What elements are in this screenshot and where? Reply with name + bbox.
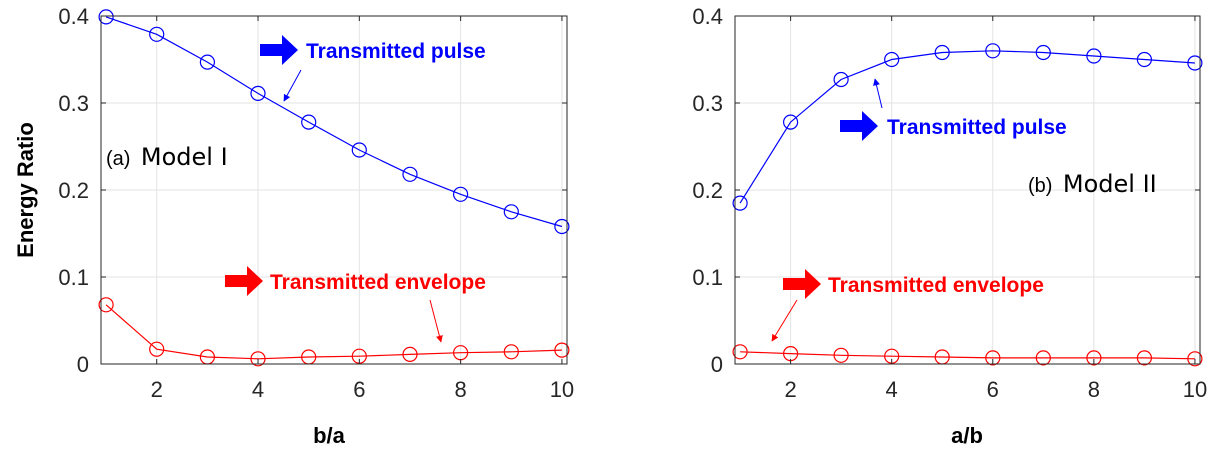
data-point-pulse xyxy=(732,195,748,211)
envelope-annotation-b: Transmitted envelope xyxy=(828,274,1044,297)
x-tick-label: 8 xyxy=(1088,377,1100,402)
data-point-envelope xyxy=(732,344,748,360)
data-point-pulse xyxy=(402,166,418,182)
x-tick-label: 2 xyxy=(784,377,796,402)
data-point-envelope xyxy=(833,347,849,363)
x-tick-label: 10 xyxy=(550,377,574,402)
panel-tag-b: (b) xyxy=(1028,175,1052,197)
grid-a xyxy=(101,15,567,365)
panel-tag-a: (a) xyxy=(106,148,130,170)
data-point-envelope xyxy=(250,351,266,367)
data-point-envelope xyxy=(1187,351,1203,367)
data-point-pulse xyxy=(985,43,1001,59)
series-line-envelope-a xyxy=(105,304,562,360)
y-axis-label-a: Energy Ratio xyxy=(13,122,38,258)
series-a xyxy=(98,9,570,367)
data-point-envelope xyxy=(503,344,519,360)
data-point-pulse xyxy=(1035,44,1051,61)
data-point-envelope xyxy=(1035,350,1051,366)
y-tick-label: 0.4 xyxy=(58,4,89,29)
x-axis-label-b: a/b xyxy=(951,423,983,448)
y-tick-label: 0 xyxy=(711,352,723,377)
panel-a: 2 4 6 8 10 0 0.1 0.2 0.3 0.4 b/a Energy Ratio (a)… xyxy=(13,4,574,448)
data-point-pulse xyxy=(453,186,469,202)
ticks-b: 2 4 6 8 10 0 0.1 0.2 0.3 0.4 xyxy=(692,4,1207,402)
series-line-envelope-b xyxy=(740,351,1195,360)
data-point-pulse xyxy=(1187,55,1203,71)
y-tick-label: 0.3 xyxy=(692,91,723,116)
envelope-pointer-b xyxy=(771,299,798,342)
x-tick-label: 2 xyxy=(151,377,163,402)
panel-label-a: (a) Model I xyxy=(106,143,228,171)
panel-label-b: (b) Model II xyxy=(1028,170,1157,198)
data-point-pulse xyxy=(503,204,519,220)
data-point-envelope xyxy=(554,342,570,358)
envelope-annotation-a: Transmitted envelope xyxy=(270,271,486,294)
data-point-pulse xyxy=(1086,48,1102,64)
data-point-pulse xyxy=(98,9,114,25)
data-point-pulse xyxy=(351,142,367,158)
data-point-pulse xyxy=(250,85,266,102)
series-line-pulse-b xyxy=(739,50,1195,204)
data-point-pulse xyxy=(199,54,215,70)
data-point-pulse xyxy=(149,26,165,42)
data-point-envelope xyxy=(985,350,1001,366)
y-tick-label: 0.4 xyxy=(692,4,723,29)
pulse-pointer-b xyxy=(873,78,883,109)
pulse-arrow-icon-a xyxy=(260,35,298,65)
data-point-envelope xyxy=(1136,350,1153,366)
data-point-pulse xyxy=(554,218,570,235)
x-tick-label: 6 xyxy=(987,377,999,402)
x-tick-label: 4 xyxy=(886,377,898,402)
envelope-arrow-icon-a xyxy=(225,266,263,296)
x-tick-label: 10 xyxy=(1183,377,1207,402)
ticks-a: 2 4 6 8 10 0 0.1 0.2 0.3 0.4 xyxy=(58,4,574,402)
x-tick-label: 8 xyxy=(455,377,467,402)
series-b xyxy=(732,43,1203,367)
y-tick-label: 0.3 xyxy=(58,91,89,116)
y-tick-label: 0.1 xyxy=(692,265,723,290)
x-axis-label-a: b/a xyxy=(313,423,346,448)
data-point-pulse xyxy=(301,114,317,130)
data-point-envelope xyxy=(149,341,165,357)
pulse-annotation-a: Transmitted pulse xyxy=(306,40,486,63)
x-tick-label: 4 xyxy=(252,377,264,402)
data-point-pulse xyxy=(934,44,950,61)
data-point-pulse xyxy=(833,71,849,88)
y-tick-label: 0 xyxy=(77,352,89,377)
pulse-arrow-icon-b xyxy=(840,111,878,141)
data-point-pulse xyxy=(1136,51,1153,68)
panel-b: 2 4 6 8 10 0 0.1 0.2 0.3 0.4 a/b (b) Model II Tra… xyxy=(692,4,1207,448)
series-line-pulse-a xyxy=(105,16,563,228)
data-point-pulse xyxy=(884,51,900,68)
x-tick-label: 6 xyxy=(353,377,365,402)
envelope-arrow-icon-b xyxy=(783,269,821,299)
data-point-envelope xyxy=(402,346,418,362)
data-point-envelope xyxy=(98,297,114,313)
model-name-a: Model I xyxy=(141,143,228,171)
model-name-b: Model II xyxy=(1063,170,1157,198)
pulse-pointer-a xyxy=(283,69,302,102)
data-point-pulse xyxy=(782,114,799,130)
data-point-envelope xyxy=(1086,350,1102,366)
pulse-annotation-b: Transmitted pulse xyxy=(887,116,1067,139)
y-tick-label: 0.1 xyxy=(58,265,89,290)
y-tick-label: 0.2 xyxy=(692,178,723,203)
y-tick-label: 0.2 xyxy=(58,178,89,203)
envelope-pointer-a xyxy=(429,299,443,343)
